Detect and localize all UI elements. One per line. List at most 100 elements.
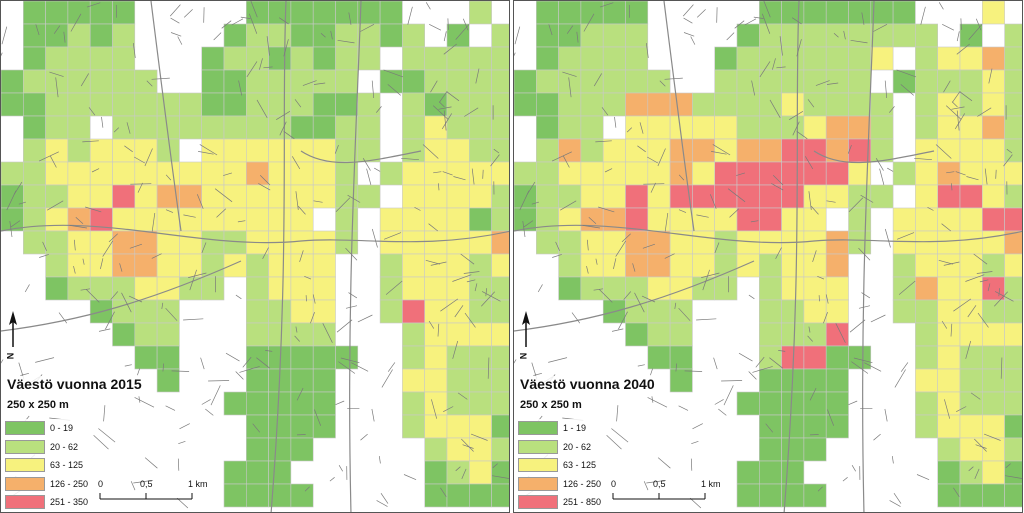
grid-cell (981, 138, 1005, 163)
street (833, 32, 839, 38)
street (514, 52, 516, 57)
street (91, 168, 100, 173)
grid-cell (558, 230, 582, 255)
grid-cell (580, 138, 604, 163)
street (643, 183, 665, 185)
grid-cell (312, 1, 336, 25)
grid-cell (870, 115, 894, 140)
street (296, 387, 304, 401)
grid-cell (669, 276, 693, 301)
grid-cell (468, 391, 492, 416)
grid-cell (535, 69, 559, 94)
grid-cell (959, 184, 983, 209)
grid-cell (468, 299, 492, 324)
street (401, 157, 419, 161)
grid-cell (134, 184, 158, 209)
grid-cell (335, 345, 359, 370)
grid-cell (446, 391, 470, 416)
street (994, 291, 1014, 302)
street (583, 13, 595, 32)
grid-cell (45, 230, 69, 255)
street (357, 314, 373, 323)
grid-cell (22, 1, 46, 25)
street (664, 212, 669, 232)
street (861, 292, 871, 299)
street (938, 259, 953, 265)
grid-cell (602, 46, 626, 71)
street (595, 140, 612, 143)
grid-cell (22, 115, 46, 140)
grid-cell (268, 207, 292, 232)
grid-cell (424, 437, 448, 462)
grid-cell (379, 161, 403, 186)
grid-cell (89, 92, 113, 117)
street (891, 456, 894, 464)
legend-swatch (5, 458, 45, 473)
grid-cell (223, 161, 247, 186)
street (571, 312, 581, 324)
street (808, 326, 811, 333)
legend-item: 251 - 850 (518, 493, 601, 512)
street (759, 61, 771, 78)
grid-cell (268, 1, 292, 25)
grid-cell (580, 46, 604, 71)
grid-cell (491, 161, 509, 186)
street (893, 493, 902, 504)
street (440, 298, 459, 312)
street (651, 396, 654, 403)
grid-cell (937, 184, 961, 209)
north-label: N (5, 352, 16, 360)
street (522, 220, 526, 238)
street (462, 18, 469, 31)
grid-cell (402, 253, 425, 278)
street (678, 209, 687, 213)
grid-cell (937, 299, 961, 324)
grid-cell (981, 184, 1005, 209)
grid-cell (669, 322, 693, 347)
grid-cell (468, 1, 492, 25)
grid-cell (669, 207, 693, 232)
grid-cell (491, 46, 509, 71)
street (345, 247, 358, 261)
grid-cell (981, 207, 1005, 232)
street (432, 105, 449, 120)
grid-cell (892, 230, 916, 255)
grid-cell (514, 69, 537, 94)
grid-cell (223, 207, 247, 232)
street (294, 99, 302, 108)
grid-cell (669, 253, 693, 278)
street (751, 80, 756, 96)
street (748, 294, 755, 300)
grid-cell (625, 69, 649, 94)
street (674, 302, 677, 309)
grid-cell (446, 207, 470, 232)
grid-cell (981, 460, 1005, 485)
legend-item: 63 - 125 (518, 456, 601, 475)
grid-cell (312, 345, 336, 370)
grid-cell (669, 345, 693, 370)
street (124, 145, 133, 153)
street (678, 174, 685, 181)
grid-cell (647, 92, 671, 117)
grid-cell (1, 184, 24, 209)
map-panel-2040: N Väestö vuonna 2040 250 x 250 m 1 - 19 … (513, 0, 1023, 513)
grid-cell (959, 276, 983, 301)
grid-cell (22, 69, 46, 94)
grid-cell (959, 437, 983, 462)
grid-cell (692, 253, 715, 278)
grid-cell (803, 391, 827, 416)
legend-label: 20 - 62 (50, 441, 79, 452)
street (763, 1, 771, 18)
street (259, 175, 271, 186)
street (376, 500, 388, 507)
grid-cell (959, 46, 983, 71)
grid-cell (825, 276, 849, 301)
street (130, 183, 152, 185)
grid-cell (580, 184, 604, 209)
street (6, 190, 17, 211)
legend-swatch (5, 421, 45, 436)
grid-cell (580, 1, 604, 25)
street (130, 481, 136, 491)
street (894, 369, 906, 388)
grid-cell (223, 391, 247, 416)
